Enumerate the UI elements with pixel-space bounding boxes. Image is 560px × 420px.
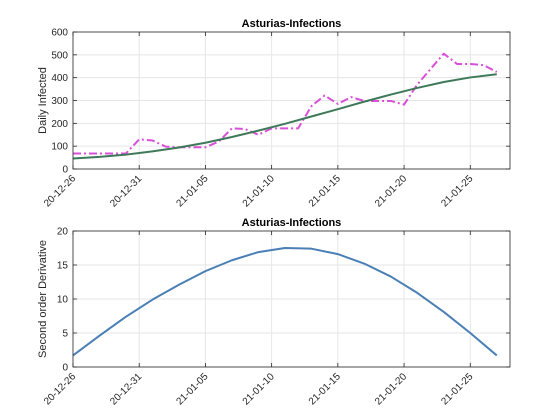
second-derivative-chart: 0 5 10 15 20 20-12-26 20-12-31 21-01-05 21-01-10… bbox=[37, 217, 511, 407]
y-tick-label: 0 bbox=[62, 363, 68, 374]
x-tick-label: 21-01-05 bbox=[174, 371, 210, 407]
series-line-1 bbox=[72, 247, 498, 357]
y-tick-label: 500 bbox=[51, 50, 68, 61]
y-tick-label: 100 bbox=[51, 142, 68, 153]
y-tick-label: 200 bbox=[51, 119, 68, 130]
x-tick-label: 21-01-25 bbox=[439, 173, 475, 209]
chart-title: Asturias-Infections bbox=[242, 18, 342, 30]
series-line-2 bbox=[72, 73, 497, 160]
y-tick-label: 15 bbox=[57, 261, 69, 272]
y-tick-label: 10 bbox=[57, 295, 69, 306]
y-tick-label: 0 bbox=[62, 165, 68, 176]
x-tick-label: 21-01-20 bbox=[373, 371, 409, 407]
y-axis-label: Daily Infected bbox=[37, 67, 49, 134]
y-tick-label: 400 bbox=[51, 73, 68, 84]
y-axis-label: Second order Derivative bbox=[37, 240, 49, 358]
x-tick-label: 20-12-31 bbox=[108, 173, 144, 209]
y-tick-label: 300 bbox=[51, 96, 68, 107]
x-tick-label: 20-12-26 bbox=[42, 173, 78, 209]
x-tick-label: 21-01-15 bbox=[307, 371, 343, 407]
x-tick-label: 20-12-31 bbox=[108, 371, 144, 407]
y-tick-label: 600 bbox=[51, 28, 68, 39]
infections-chart: 0 100 200 300 400 500 600 20-12-26 20-12-31 21-01… bbox=[37, 18, 511, 209]
x-tick-label: 21-01-25 bbox=[439, 371, 475, 407]
x-tick-label: 20-12-26 bbox=[42, 371, 78, 407]
x-tick-label: 21-01-10 bbox=[241, 173, 277, 209]
y-tick-label: 5 bbox=[62, 329, 68, 340]
x-tick-label: 21-01-05 bbox=[174, 173, 210, 209]
y-tick-label: 20 bbox=[57, 227, 69, 238]
x-tick-label: 21-01-10 bbox=[241, 371, 277, 407]
x-tick-label: 21-01-20 bbox=[373, 173, 409, 209]
x-tick-label: 21-01-15 bbox=[307, 173, 343, 209]
chart-title: Asturias-Infections bbox=[242, 217, 342, 229]
series-line-1 bbox=[73, 52, 498, 155]
